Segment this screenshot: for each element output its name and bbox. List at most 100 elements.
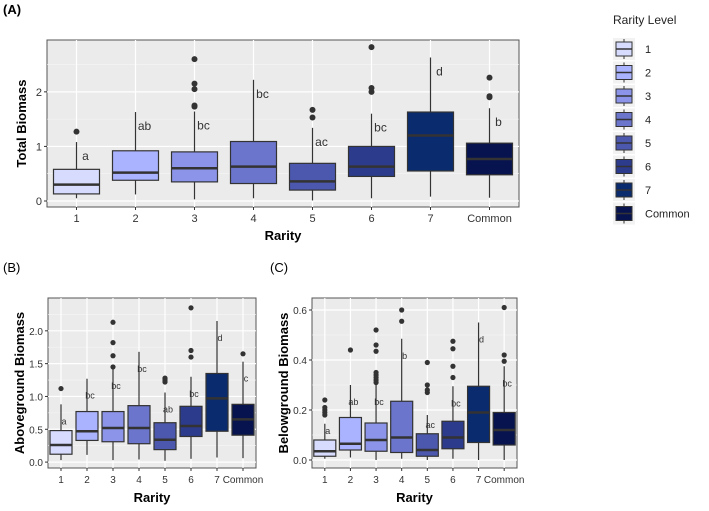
outlier-point [110,319,116,325]
box-1 [52,168,101,195]
outlier-point [188,354,194,360]
significance-letter: d [479,335,484,345]
x-tick-label: 4 [250,213,256,225]
significance-letter: bc [502,378,512,388]
x-tick-label: 2 [132,213,138,225]
x-tick-label: 4 [399,475,405,486]
x-tick-label: 1 [58,475,64,486]
y-tick-label: 0.2 [293,406,307,417]
y-tick-label: 1 [36,141,42,153]
box-7 [406,111,455,172]
x-tick-label: 5 [425,475,431,486]
outlier-point [191,86,198,93]
outlier-point [240,351,246,357]
x-tick-label: 4 [136,475,142,486]
outlier-point [450,346,456,352]
outlier-point [73,128,80,135]
outlier-point [424,382,430,388]
legend-label: 2 [645,68,651,80]
x-axis-title: Rarity [134,490,172,505]
box-6 [179,405,203,438]
significance-letter: bc [451,398,461,408]
panel-2: (C) 0.0 0.2 0.4 0.6 1 2 3 4 5 6 7 Common a ab bc b ac bc d b… [270,260,524,505]
significance-letter: a [61,416,66,426]
box-6 [347,145,396,178]
outlier-point [188,347,194,354]
outlier-point [368,85,375,92]
outlier-point [373,342,379,348]
outlier-point [373,348,379,354]
x-axis-title: Rarity [396,490,434,505]
y-axis-title: Belowground Biomass [276,313,291,454]
y-tick-label: 0.5 [29,425,43,436]
significance-letter: bc [137,364,147,374]
y-tick-label: 2 [36,87,42,99]
outlier-point [424,387,430,393]
box-3 [101,410,125,443]
legend: Rarity Level 1 2 3 4 5 6 7 Common [613,13,690,225]
x-tick-label: 1 [322,475,328,486]
significance-letter: ac [426,420,436,430]
outlier-point [110,340,116,346]
x-tick-label: 7 [476,475,482,486]
box-5 [153,422,177,451]
significance-letter: ab [348,397,358,407]
significance-letter: b [402,351,407,361]
box-2 [111,150,160,181]
panel-label: (B) [3,260,20,275]
outlier-point [501,358,507,364]
legend-label: 7 [645,185,651,197]
legend-label: 4 [645,115,651,127]
box-1 [313,439,337,457]
x-tick-label: 2 [84,475,90,486]
significance-letter: d [217,333,222,343]
y-tick-label: 0.0 [293,456,307,467]
outlier-point [347,347,354,353]
box-4 [127,405,151,445]
outlier-point [450,374,456,381]
legend-label: 1 [645,44,651,56]
x-tick-label: Common [223,475,264,486]
legend-label: 5 [645,138,651,150]
outlier-point [373,369,379,376]
outlier-point [373,327,379,333]
outlier-point [450,363,456,369]
outlier-point [162,375,168,381]
legend-title: Rarity Level [613,13,676,27]
outlier-point [110,364,116,370]
y-tick-label: 2.0 [29,327,43,338]
significance-letter: bc [197,118,210,132]
box-1 [49,429,73,455]
outlier-point [309,114,316,121]
box-3 [170,151,219,183]
x-tick-label: 5 [162,475,168,486]
significance-letter: c [244,374,249,384]
x-tick-label: 6 [368,213,374,225]
outlier-point [501,304,507,311]
y-tick-label: 0.6 [293,306,307,317]
outlier-point [424,359,430,366]
y-axis-title: Aboveground Biomass [12,312,27,454]
significance-letter: bc [374,397,384,407]
box-6 [441,420,465,450]
legend-label: 6 [645,162,651,174]
y-tick-label: 0 [36,196,42,208]
box-3 [364,422,388,452]
box-2 [75,410,99,442]
significance-letter: b [495,115,502,129]
box-4 [390,400,414,454]
x-tick-label: 3 [191,213,197,225]
outlier-point [450,338,456,344]
box-2 [338,416,363,451]
outlier-point [322,404,328,411]
x-axis-title: Rarity [265,228,303,243]
box-5 [415,433,439,457]
x-tick-label: 3 [373,475,379,486]
significance-letter: bc [256,87,269,101]
significance-letter: d [436,64,443,78]
x-tick-label: 6 [188,475,194,486]
x-tick-label: 6 [450,475,456,486]
significance-letter: ab [163,405,173,415]
y-tick-label: 0.0 [29,458,43,469]
